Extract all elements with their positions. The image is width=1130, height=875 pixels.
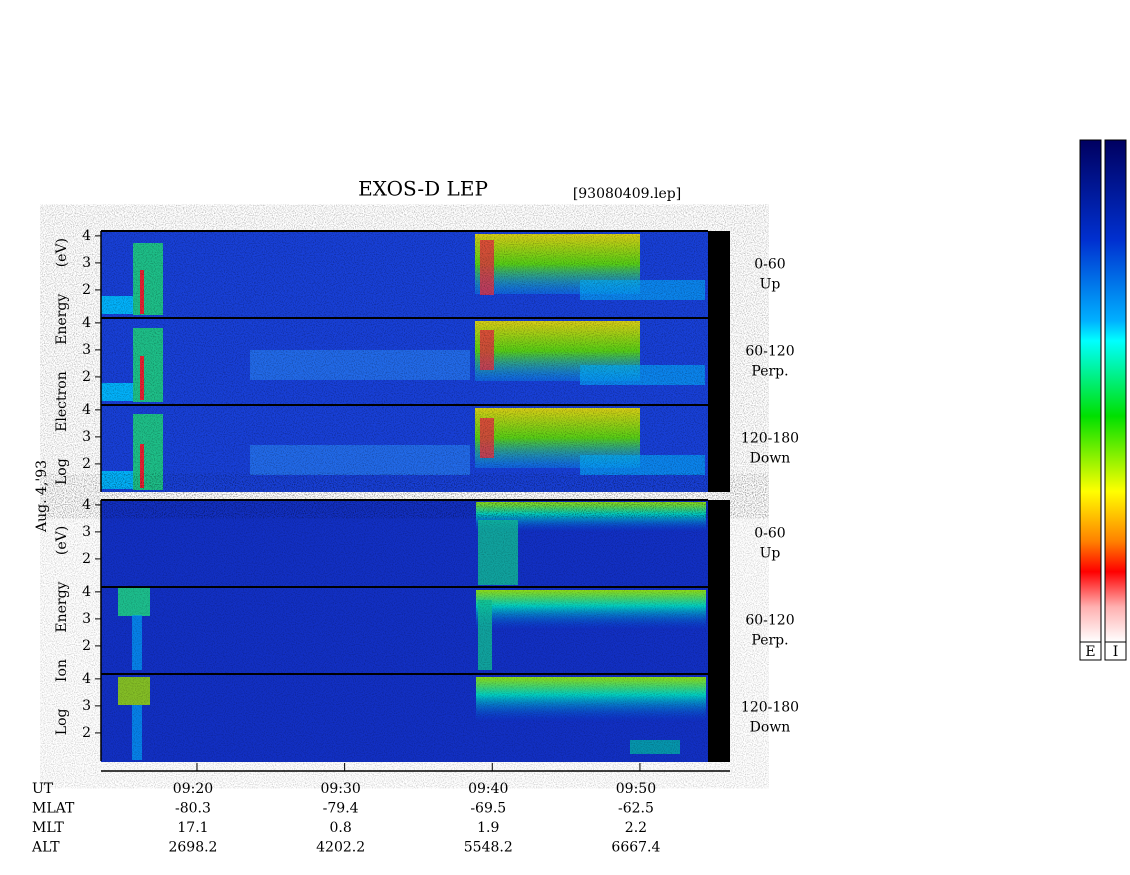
- ephemeris-value: 17.1: [177, 820, 208, 836]
- direction: Perp.: [751, 364, 788, 380]
- colorbars: [1079, 139, 1127, 661]
- file-name: [93080409.lep]: [573, 186, 681, 202]
- y-tick-label: 2: [82, 282, 91, 298]
- ephemeris-value: 2.2: [625, 820, 647, 836]
- ephemeris-value: -62.5: [618, 801, 654, 817]
- ephemeris-value: -69.5: [470, 801, 506, 817]
- pitch-angle: 60-120: [745, 344, 794, 360]
- pitch-angle: 0-60: [754, 526, 785, 542]
- pitch-angle: 0-60: [754, 257, 785, 273]
- ephemeris-value: 4202.2: [316, 840, 365, 856]
- pitch-angle: 120-180: [741, 700, 799, 716]
- ephemeris-value: 6667.4: [611, 840, 660, 856]
- y-tick-label: 3: [82, 429, 91, 445]
- y-tick-label: 3: [82, 342, 91, 358]
- direction: Down: [750, 720, 791, 736]
- y-tick-label: 2: [82, 551, 91, 567]
- ephemeris-value: 0.8: [329, 820, 351, 836]
- chart-title: EXOS-D LEP: [358, 177, 488, 201]
- y-tick-label: 2: [82, 725, 91, 741]
- ephemeris-label: MLT: [32, 820, 64, 836]
- x-tick-label: 09:20: [173, 781, 213, 797]
- y-tick-label: 4: [82, 497, 91, 513]
- date-label: Aug. 4,'93: [34, 460, 50, 533]
- ephemeris-value: -79.4: [323, 801, 359, 817]
- y-tick-label: 2: [82, 456, 91, 472]
- direction: Up: [760, 277, 781, 293]
- ephemeris-value: 5548.2: [464, 840, 513, 856]
- colorbar-label: E: [1085, 644, 1095, 660]
- y-tick-label: 4: [82, 228, 91, 244]
- y-axis-label: Log Electron Energy (eV): [54, 238, 70, 485]
- direction: Perp.: [751, 633, 788, 649]
- direction: Up: [760, 546, 781, 562]
- y-axis-label: Log Ion Energy (eV): [54, 526, 70, 735]
- pitch-angle: 60-120: [745, 613, 794, 629]
- y-tick-label: 2: [82, 638, 91, 654]
- ephemeris-value: 1.9: [477, 820, 499, 836]
- pitch-angle: 120-180: [741, 431, 799, 447]
- y-tick-label: 4: [82, 315, 91, 331]
- ephemeris-value: 2698.2: [168, 840, 217, 856]
- x-tick-label: 09:30: [320, 781, 360, 797]
- ephemeris-value: -80.3: [175, 801, 211, 817]
- ephemeris-label: MLAT: [32, 801, 75, 817]
- y-tick-label: 3: [82, 698, 91, 714]
- x-tick-label: 09:50: [616, 781, 656, 797]
- y-tick-label: 4: [82, 671, 91, 687]
- colorbar-label: I: [1113, 644, 1119, 660]
- y-tick-label: 2: [82, 369, 91, 385]
- y-tick-label: 3: [82, 611, 91, 627]
- y-tick-label: 3: [82, 524, 91, 540]
- direction: Down: [750, 451, 791, 467]
- spectrogram: [101, 231, 730, 762]
- y-tick-label: 4: [82, 584, 91, 600]
- ephemeris-label: ALT: [31, 840, 60, 856]
- y-tick-label: 3: [82, 255, 91, 271]
- ephemeris-label: UT: [32, 781, 54, 797]
- x-tick-label: 09:40: [468, 781, 508, 797]
- y-tick-label: 4: [82, 402, 91, 418]
